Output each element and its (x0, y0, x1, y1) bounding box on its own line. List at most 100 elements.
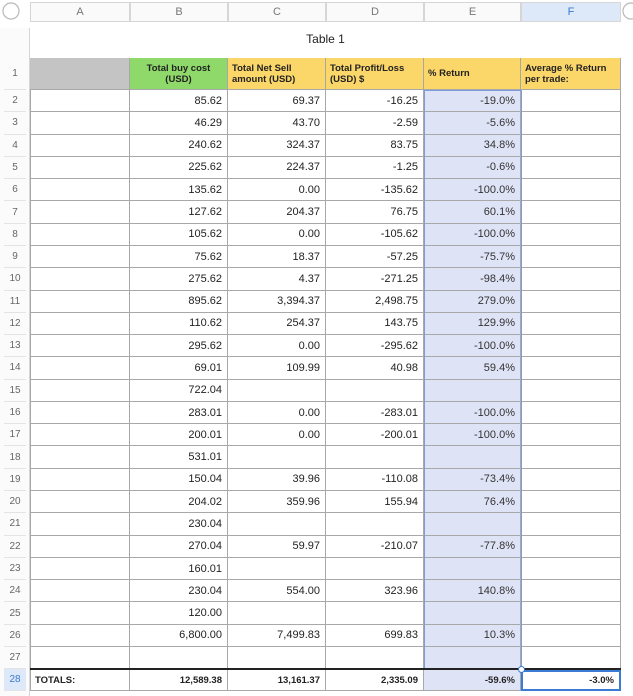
row-number[interactable]: 1 (4, 58, 26, 90)
row-number[interactable]: 8 (4, 224, 26, 246)
cell[interactable] (30, 379, 130, 402)
cell[interactable]: 85.62 (130, 90, 228, 113)
cell[interactable]: 143.75 (326, 312, 424, 336)
cell[interactable]: 230.04 (130, 580, 228, 603)
cell[interactable] (521, 424, 621, 447)
cell[interactable]: 3,394.37 (228, 290, 326, 313)
cell[interactable]: -271.25 (326, 268, 424, 291)
row-number[interactable]: 23 (4, 558, 26, 581)
cell[interactable] (521, 134, 621, 157)
cell[interactable] (521, 223, 621, 246)
cell[interactable]: 105.62 (130, 223, 228, 246)
cell[interactable] (30, 179, 130, 202)
cell[interactable]: 7,499.83 (228, 624, 326, 647)
row-number[interactable]: 22 (4, 536, 26, 558)
cell[interactable]: 18.37 (228, 245, 326, 269)
cell[interactable] (326, 557, 424, 581)
cell[interactable]: 0.00 (228, 223, 326, 246)
row-number[interactable]: 27 (4, 647, 26, 670)
row-number[interactable]: 7 (4, 201, 26, 224)
cell[interactable]: -19.0% (424, 90, 521, 113)
row-number[interactable]: 4 (4, 135, 26, 157)
cell[interactable]: -73.4% (424, 468, 521, 492)
cell[interactable]: 76.75 (326, 201, 424, 224)
cell[interactable] (30, 268, 130, 291)
cell[interactable]: -110.08 (326, 468, 424, 492)
cell[interactable]: -100.0% (424, 401, 521, 425)
row-number[interactable]: 17 (4, 424, 26, 447)
cell[interactable]: 76.4% (424, 491, 521, 514)
cell[interactable]: -98.4% (424, 268, 521, 291)
cell[interactable] (424, 446, 521, 469)
cell[interactable] (521, 201, 621, 224)
cell[interactable]: 359.96 (228, 491, 326, 514)
cell[interactable]: 224.37 (228, 156, 326, 180)
cell[interactable]: -200.01 (326, 424, 424, 447)
total-cell[interactable]: -3.0% (521, 670, 621, 691)
cell[interactable] (228, 602, 326, 625)
cell[interactable] (326, 379, 424, 402)
cell[interactable]: 531.01 (130, 446, 228, 469)
cell[interactable] (326, 602, 424, 625)
cell[interactable] (228, 379, 326, 402)
header-cell[interactable]: % Return (424, 58, 521, 90)
row-number[interactable]: 26 (4, 625, 26, 647)
cell[interactable]: -16.25 (326, 90, 424, 113)
row-number[interactable]: 15 (4, 380, 26, 402)
cell[interactable]: 135.62 (130, 179, 228, 202)
cell[interactable] (30, 223, 130, 246)
cell[interactable] (521, 624, 621, 647)
cell[interactable]: -5.6% (424, 112, 521, 135)
cell[interactable]: 129.9% (424, 312, 521, 336)
cell[interactable]: 699.83 (326, 624, 424, 647)
cell[interactable] (30, 468, 130, 492)
header-cell[interactable] (30, 58, 130, 90)
cell[interactable]: -100.0% (424, 223, 521, 246)
cell[interactable]: 895.62 (130, 290, 228, 313)
cell[interactable]: 6,800.00 (130, 624, 228, 647)
cell[interactable] (228, 446, 326, 469)
cell[interactable] (30, 446, 130, 469)
cell[interactable]: 554.00 (228, 580, 326, 603)
column-letter[interactable]: F (521, 2, 621, 22)
cell[interactable] (30, 290, 130, 313)
row-number[interactable]: 25 (4, 602, 26, 625)
cell[interactable]: 83.75 (326, 134, 424, 157)
cell[interactable]: 69.37 (228, 90, 326, 113)
cell[interactable]: 0.00 (228, 179, 326, 202)
cell[interactable] (424, 379, 521, 402)
cell[interactable] (228, 647, 326, 670)
cell[interactable] (228, 557, 326, 581)
total-cell[interactable]: 12,589.38 (130, 670, 228, 691)
cell[interactable]: 60.1% (424, 201, 521, 224)
cell[interactable] (521, 112, 621, 135)
cell[interactable]: 204.02 (130, 491, 228, 514)
cell[interactable]: 0.00 (228, 401, 326, 425)
cell[interactable]: 46.29 (130, 112, 228, 135)
header-cell[interactable]: Average % Return per trade: (521, 58, 621, 90)
cell[interactable]: 200.01 (130, 424, 228, 447)
header-cell[interactable]: Total buy cost (USD) (130, 58, 228, 90)
total-cell[interactable]: TOTALS: (30, 670, 130, 691)
cell[interactable] (521, 357, 621, 380)
cell[interactable] (521, 513, 621, 536)
cell[interactable] (326, 446, 424, 469)
cell[interactable] (326, 647, 424, 670)
cell[interactable]: -105.62 (326, 223, 424, 246)
cell[interactable]: 204.37 (228, 201, 326, 224)
cell[interactable] (521, 90, 621, 113)
row-number[interactable]: 18 (4, 446, 26, 469)
cell[interactable]: 2,498.75 (326, 290, 424, 313)
cell[interactable]: 34.8% (424, 134, 521, 157)
cell[interactable] (30, 335, 130, 358)
cell[interactable]: 283.01 (130, 401, 228, 425)
column-letter[interactable]: A (30, 2, 130, 22)
cell[interactable]: 155.94 (326, 491, 424, 514)
select-all[interactable] (0, 0, 30, 24)
total-cell[interactable]: -59.6% (424, 670, 521, 691)
cell[interactable] (521, 557, 621, 581)
cell[interactable]: 39.96 (228, 468, 326, 492)
cell[interactable] (521, 156, 621, 180)
cell[interactable]: 4.37 (228, 268, 326, 291)
cell[interactable] (521, 580, 621, 603)
